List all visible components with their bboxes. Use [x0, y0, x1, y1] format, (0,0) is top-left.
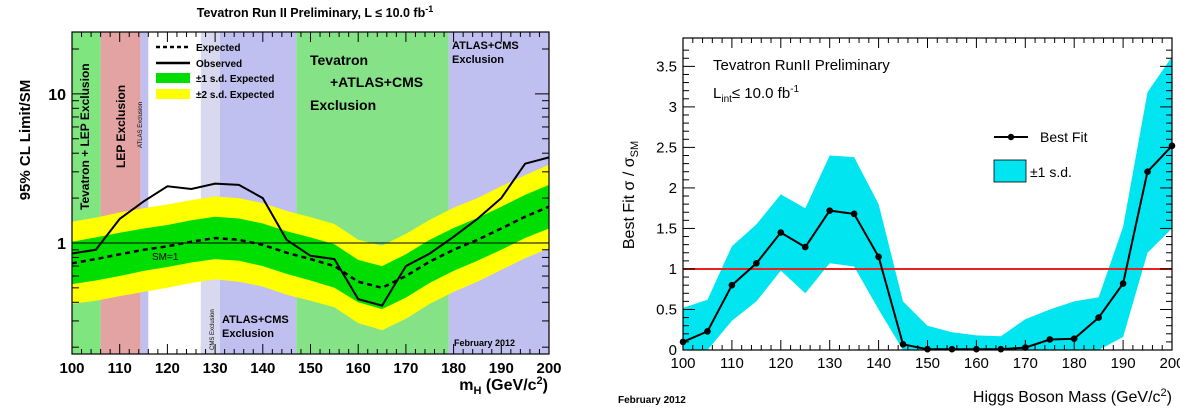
- region-label-atlas-cms-low-1: ATLAS+CMS: [222, 314, 289, 326]
- right-x-tick-label: 120: [768, 355, 793, 372]
- right-legend: Best Fit ±1 s.d.: [993, 129, 1088, 183]
- legend-2sd-swatch: [156, 89, 190, 99]
- right-x-tick-label: 190: [1111, 355, 1136, 372]
- legend-1sd-label: ±1 s.d. Expected: [196, 74, 274, 85]
- legend-1sd-band-label: ±1 s.d.: [1030, 164, 1072, 180]
- observed-line: [71, 156, 550, 307]
- best-fit-point: [1095, 314, 1102, 321]
- best-fit-point: [826, 207, 833, 214]
- left-date-label: February 2012: [454, 338, 515, 348]
- right-chart-title: Tevatron RunII Preliminary: [713, 57, 890, 74]
- right-y-tick-label: 0: [669, 342, 677, 359]
- right-x-tick-label: 130: [817, 355, 842, 372]
- legend-1sd-band-swatch: [993, 159, 1027, 183]
- best-fit-point: [728, 281, 736, 289]
- best-fit-point: [1046, 336, 1054, 343]
- region-label-atlas-cms-low-2: Exclusion: [222, 328, 274, 340]
- left-x-axis-label: mH (GeV/c2): [459, 375, 548, 397]
- left-x-tick-label: 110: [108, 360, 132, 377]
- best-fit-point: [899, 341, 907, 348]
- right-y-tick-label: 1.5: [656, 220, 677, 237]
- exclusion-region-1: [100, 32, 141, 354]
- exclusion-region-5: [219, 32, 297, 354]
- right-date-label: February 2012: [618, 395, 686, 406]
- expected-line: [71, 205, 550, 290]
- left-x-tick-label: 170: [393, 360, 418, 377]
- left-x-tick-label: 120: [155, 360, 180, 377]
- left-x-tick-label: 200: [536, 360, 561, 377]
- best-fit-point: [948, 345, 956, 353]
- right-y-tick-label: 2: [669, 180, 677, 197]
- legend-best-fit-marker: [1007, 133, 1015, 141]
- best-fit-point: [801, 243, 809, 251]
- left-legend: Expected Observed ±1 s.d. Expected ±2 s.…: [156, 43, 274, 101]
- region-label-atlas-small: ATLAS Exclusion: [138, 102, 144, 148]
- region-label-atlas-cms-high-2: Exclusion: [452, 54, 504, 66]
- left-x-tick-label: 130: [203, 360, 228, 377]
- legend-observed-label: Observed: [196, 59, 242, 70]
- right-x-tick-label: 180: [1062, 355, 1087, 372]
- left-y-tick-label: 1: [57, 236, 66, 253]
- left-x-tick-label: 140: [250, 360, 275, 377]
- legend-best-fit-label: Best Fit: [1040, 129, 1088, 145]
- best-fit-point: [1070, 335, 1078, 342]
- sm-line-label: SM=1: [152, 252, 179, 263]
- legend-2sd-label: ±2 s.d. Expected: [196, 90, 274, 101]
- left-x-tick-label: 100: [59, 360, 84, 377]
- left-chart-title: Tevatron Run II Preliminary, L ≤ 10.0 fb…: [197, 4, 433, 20]
- best-fit-point: [704, 328, 711, 335]
- right-x-tick-label: 200: [1159, 355, 1180, 372]
- region-label-atlas-cms-high-1: ATLAS+CMS: [452, 40, 519, 52]
- best-fit-point: [997, 345, 1005, 353]
- right-plot-best-fit: 100 110 120 130 140 150 160 170 180 190 200 0 0.5 1 1.…: [618, 37, 1180, 406]
- region-label-cms-small: CMS Exclusion: [210, 309, 216, 350]
- legend-1sd-swatch: [156, 73, 190, 83]
- right-x-tick-label: 100: [670, 355, 695, 372]
- band-1sd-best-fit: [683, 56, 1172, 350]
- legend-expected-label: Expected: [196, 43, 240, 54]
- left-x-tick-label: 190: [489, 360, 514, 377]
- left-y-tick-label: 10: [48, 87, 66, 104]
- best-fit-point: [850, 210, 858, 218]
- best-fit-point: [1144, 168, 1151, 176]
- best-fit-point: [753, 259, 760, 267]
- region-label-tevatron-center-2: +ATLAS+CMS: [330, 74, 423, 90]
- best-fit-point: [777, 229, 785, 236]
- right-y-tick-label: 3: [669, 99, 677, 116]
- right-x-tick-label: 150: [915, 355, 940, 372]
- left-y-axis-label: 95% CL Limit/SM: [17, 80, 34, 201]
- right-y-tick-label: 2.5: [656, 139, 677, 156]
- right-y-tick-label: 1: [669, 261, 677, 278]
- region-label-tevatron-center-1: Tevatron: [310, 52, 368, 68]
- right-x-tick-label: 140: [866, 355, 891, 372]
- region-label-lep: LEP Exclusion: [114, 85, 128, 168]
- right-lumi-label: Lint≤ 10.0 fb-1: [713, 84, 800, 105]
- left-x-tick-label: 150: [298, 360, 323, 377]
- left-x-tick-label: 160: [346, 360, 371, 377]
- exclusion-region-2: [140, 32, 149, 354]
- left-x-tick-label: 180: [441, 360, 466, 377]
- right-x-tick-label: 110: [720, 355, 744, 372]
- right-x-axis-label: Higgs Boson Mass (GeV/c2): [973, 387, 1172, 406]
- region-label-tevatron-lep: Tevatron + LEP Exclusion: [78, 63, 92, 210]
- region-label-tevatron-center-3: Exclusion: [310, 97, 376, 113]
- right-y-tick-label: 3.5: [656, 58, 677, 75]
- right-y-tick-label: 0.5: [656, 301, 677, 318]
- right-x-tick-label: 160: [964, 355, 989, 372]
- band-1sd-expected: [72, 184, 549, 310]
- best-fit-point: [1119, 280, 1127, 287]
- right-y-axis-label: Best Fit σ / σSM: [621, 141, 641, 249]
- best-fit-point: [875, 253, 882, 261]
- right-x-tick-label: 170: [1013, 355, 1038, 372]
